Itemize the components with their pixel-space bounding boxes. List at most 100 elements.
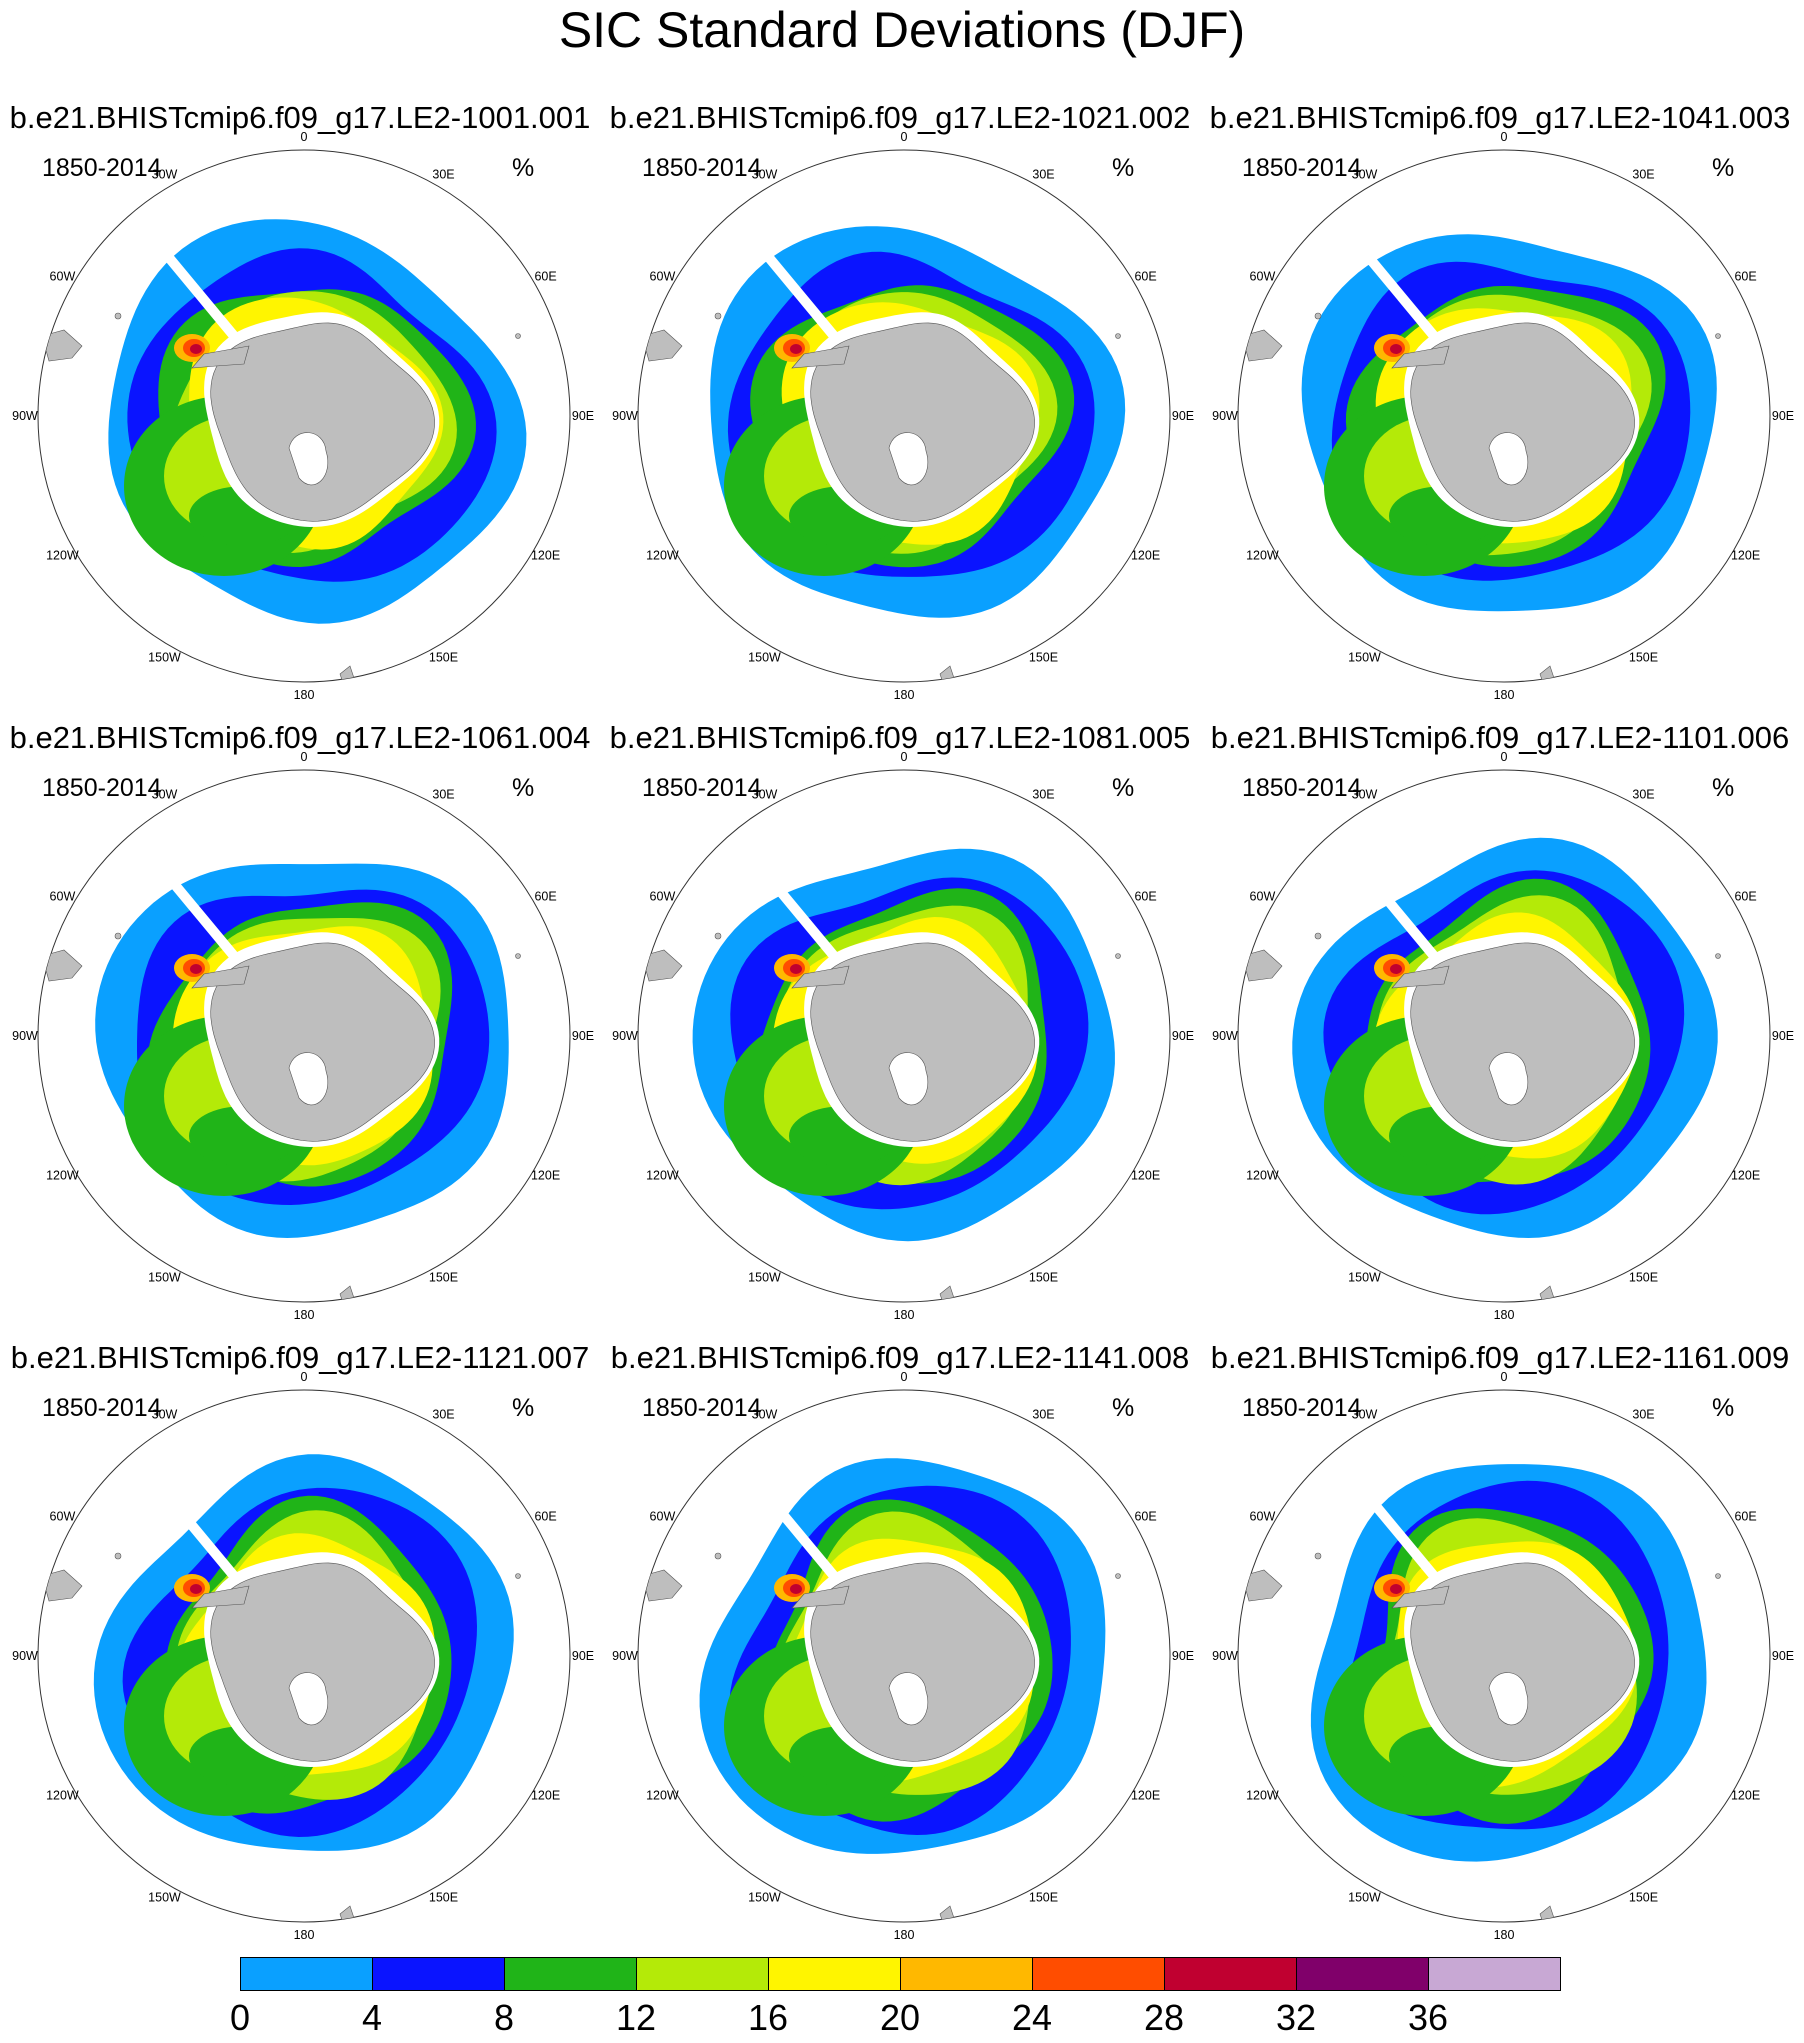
longitude-label: 150W <box>148 1891 181 1905</box>
sic-hotspot <box>190 1584 202 1594</box>
antarctica-landmass <box>1410 322 1635 522</box>
panel-period: 1850-2014 <box>1242 774 1362 802</box>
longitude-label: 60E <box>534 1510 556 1524</box>
longitude-label: 30W <box>152 1407 178 1421</box>
sic-hotspot <box>1390 1584 1402 1594</box>
longitude-label: 60E <box>1134 270 1156 284</box>
antarctica-landmass <box>210 942 435 1142</box>
antarctica-landmass <box>1410 1562 1635 1762</box>
antarctic-peninsula <box>191 1585 250 1609</box>
island-landmass <box>114 1552 122 1560</box>
panel-grid: b.e21.BHISTcmip6.f09_g17.LE2-1001.001 185… <box>0 100 1795 1942</box>
longitude-label: 150W <box>748 1891 781 1905</box>
map-panel: b.e21.BHISTcmip6.f09_g17.LE2-1161.009 185… <box>1200 1340 1800 1950</box>
longitude-label: 30W <box>1352 1407 1378 1421</box>
longitude-label: 90W <box>612 1649 638 1663</box>
colorbar-labels: 0 4 8 12 16 20 24 28 32 36 <box>0 1998 1804 2040</box>
south-america-landmass <box>1241 329 1283 362</box>
longitude-label: 60E <box>1734 270 1756 284</box>
longitude-label: 60W <box>50 890 76 904</box>
longitude-label: 30E <box>1632 1407 1654 1421</box>
longitude-label: 30E <box>432 787 454 801</box>
longitude-label: 120W <box>1246 549 1279 563</box>
island-landmass <box>1314 312 1322 320</box>
longitude-label: 90E <box>572 409 594 423</box>
longitude-label: 150E <box>1029 651 1058 665</box>
island-landmass <box>1115 953 1121 959</box>
colorbar-box <box>1296 1957 1429 1991</box>
panel-title: b.e21.BHISTcmip6.f09_g17.LE2-1001.001 <box>9 100 591 135</box>
antarctic-peninsula <box>1391 1585 1450 1609</box>
longitude-label: 120E <box>1131 1169 1160 1183</box>
longitude-label: 90W <box>612 409 638 423</box>
colorbar-box <box>372 1957 505 1991</box>
longitude-label: 60W <box>1250 1510 1276 1524</box>
colorbar-box <box>240 1957 373 1991</box>
longitude-label: 120W <box>1246 1169 1279 1183</box>
colorbar-box <box>1428 1957 1561 1991</box>
longitude-label: 120E <box>1731 1789 1760 1803</box>
colorbar-box <box>900 1957 1033 1991</box>
colorbar-tick-label: 16 <box>747 1997 789 2038</box>
antarctic-peninsula <box>791 965 850 989</box>
longitude-label: 90W <box>12 1029 38 1043</box>
colorbar-tick-label: 28 <box>1143 1997 1185 2038</box>
longitude-label: 30W <box>1352 787 1378 801</box>
panel-period: 1850-2014 <box>642 774 762 802</box>
longitude-label: 150E <box>1029 1271 1058 1285</box>
panel-period: 1850-2014 <box>1242 1394 1362 1422</box>
panel-units: % <box>1712 1394 1735 1422</box>
longitude-label: 150E <box>429 1891 458 1905</box>
island-landmass <box>1715 1573 1721 1579</box>
longitude-label: 180 <box>1494 1308 1515 1322</box>
polar-map: 0 30E 60E 90E 120E 150E 180 150W 120W 90W 60W 30W <box>12 1370 594 1942</box>
longitude-label: 150W <box>748 651 781 665</box>
map-panel: b.e21.BHISTcmip6.f09_g17.LE2-1021.002 185… <box>600 100 1200 710</box>
longitude-label: 150W <box>1348 651 1381 665</box>
longitude-label: 60E <box>1734 890 1756 904</box>
polar-map: 0 30E 60E 90E 120E 150E 180 150W 120W 90W 60W 30W <box>1212 1370 1794 1942</box>
longitude-label: 120W <box>1246 1789 1279 1803</box>
polar-map: 0 30E 60E 90E 120E 150E 180 150W 120W 90W 60W 30W <box>1212 750 1794 1322</box>
map-panel: b.e21.BHISTcmip6.f09_g17.LE2-1001.001 185… <box>0 100 600 710</box>
panel-title: b.e21.BHISTcmip6.f09_g17.LE2-1041.003 <box>1209 100 1791 135</box>
missing-data-stripe <box>157 864 238 960</box>
polar-map: 0 30E 60E 90E 120E 150E 180 150W 120W 90W 60W 30W <box>612 1370 1194 1942</box>
ross-ice-shelf <box>1488 1672 1528 1726</box>
panel-units: % <box>1112 774 1135 802</box>
longitude-label: 180 <box>294 688 315 702</box>
island-landmass <box>1715 333 1721 339</box>
longitude-label: 150E <box>1629 651 1658 665</box>
longitude-label: 120E <box>1131 1789 1160 1803</box>
south-america-landmass <box>1241 1569 1283 1602</box>
longitude-label: 150W <box>748 1271 781 1285</box>
antarctica-landmass <box>810 322 1035 522</box>
colorbar-tick-label: 36 <box>1407 1997 1449 2038</box>
antarctica-landmass <box>1410 942 1635 1142</box>
panel-units: % <box>1112 1394 1135 1422</box>
panel-title: b.e21.BHISTcmip6.f09_g17.LE2-1061.004 <box>9 720 591 755</box>
longitude-label: 60W <box>650 890 676 904</box>
longitude-label: 180 <box>294 1928 315 1942</box>
panel-title: b.e21.BHISTcmip6.f09_g17.LE2-1101.006 <box>1210 720 1790 755</box>
polar-map: 0 30E 60E 90E 120E 150E 180 150W 120W 90W 60W 30W <box>12 750 594 1322</box>
south-america-landmass <box>641 329 683 362</box>
colorbar-box <box>1164 1957 1297 1991</box>
longitude-label: 120W <box>46 1169 79 1183</box>
longitude-label: 0 <box>901 1370 908 1384</box>
longitude-label: 0 <box>901 130 908 144</box>
panel-units: % <box>1712 154 1735 182</box>
longitude-label: 120W <box>46 549 79 563</box>
longitude-label: 90E <box>1172 409 1194 423</box>
antarctica-landmass <box>210 1562 435 1762</box>
longitude-label: 0 <box>1501 1370 1508 1384</box>
longitude-label: 30E <box>432 167 454 181</box>
panel-period: 1850-2014 <box>42 1394 162 1422</box>
longitude-label: 30E <box>1032 1407 1054 1421</box>
longitude-label: 30W <box>752 1407 778 1421</box>
longitude-label: 30W <box>152 167 178 181</box>
longitude-label: 90W <box>1212 1029 1238 1043</box>
island-landmass <box>1314 932 1322 940</box>
longitude-label: 150E <box>1629 1891 1658 1905</box>
panel-units: % <box>1712 774 1735 802</box>
